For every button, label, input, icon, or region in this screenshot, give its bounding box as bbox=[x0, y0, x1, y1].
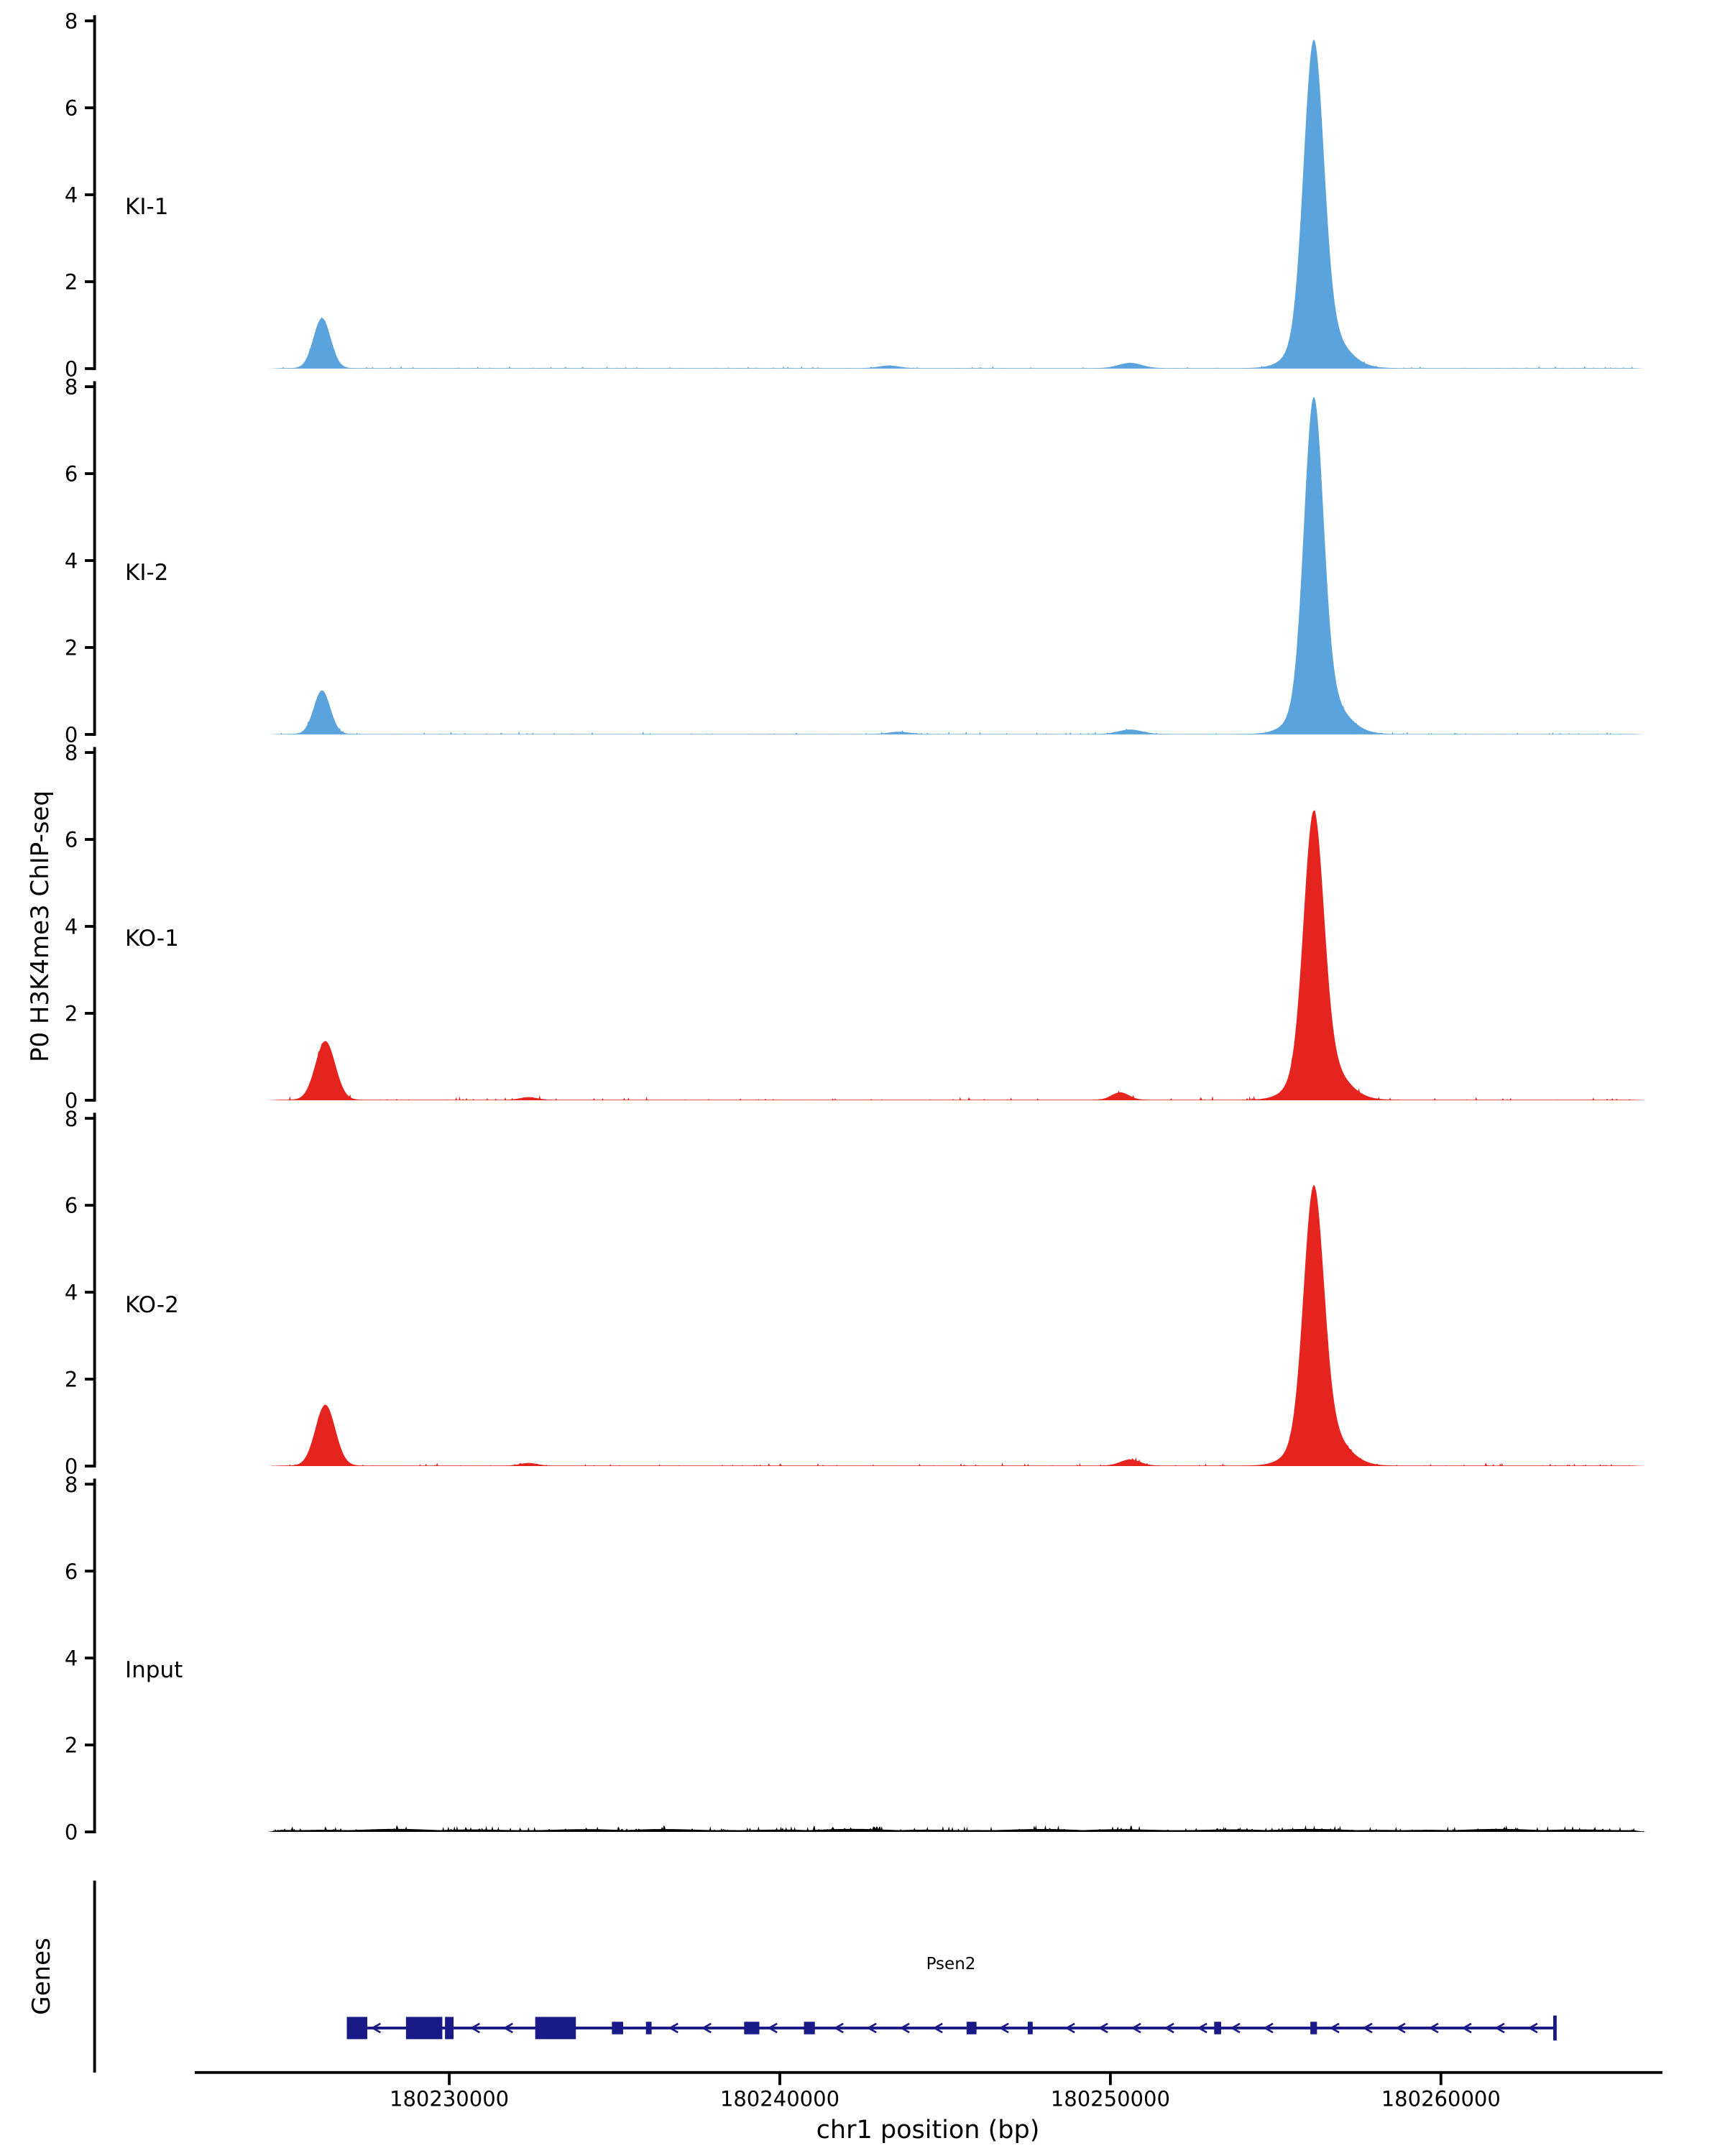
gene-strand-arrow bbox=[1395, 2022, 1406, 2034]
y-tick-label: 8 bbox=[65, 741, 78, 765]
track-label-ko1: KO-1 bbox=[125, 926, 179, 952]
y-tick-label: 8 bbox=[65, 375, 78, 400]
x-tick-label: 180230000 bbox=[390, 2086, 509, 2111]
gene-strand-arrow bbox=[1164, 2022, 1174, 2034]
gene-exon bbox=[346, 2017, 368, 2040]
gene-strand-arrow bbox=[1230, 2022, 1241, 2034]
signal-KO-1 bbox=[267, 810, 1646, 1100]
gene-strand-arrow bbox=[998, 2022, 1009, 2034]
y-tick-label: 2 bbox=[65, 1002, 78, 1026]
gene-strand-arrow bbox=[701, 2022, 712, 2034]
y-tick-label: 2 bbox=[65, 636, 78, 660]
y-tick-label: 6 bbox=[65, 96, 78, 121]
track-label-ki2: KI-2 bbox=[125, 560, 169, 586]
y-tick-label: 8 bbox=[65, 1473, 78, 1497]
x-axis: 180230000 180240000 180250000 180260000 bbox=[194, 2070, 1662, 2111]
y-tick-label: 0 bbox=[65, 723, 78, 747]
signal-KI-1 bbox=[267, 40, 1646, 369]
x-tick-label: 180250000 bbox=[1051, 2086, 1170, 2111]
gene-exon bbox=[535, 2017, 576, 2040]
track-KI-2: 0 2 4 6 8 bbox=[65, 375, 1646, 747]
gene-name-label: Psen2 bbox=[926, 1955, 976, 1973]
gene-strand-arrow bbox=[1329, 2022, 1340, 2034]
gene-strand-arrow bbox=[1197, 2022, 1208, 2034]
gene-strand-arrow bbox=[1362, 2022, 1373, 2034]
x-tick-label: 180240000 bbox=[720, 2086, 840, 2111]
y-tick-label: 0 bbox=[65, 1089, 78, 1113]
y-tick-label: 4 bbox=[65, 1646, 78, 1671]
gene-strand-arrow bbox=[1527, 2022, 1538, 2034]
y-tick-label: 0 bbox=[65, 1820, 78, 1845]
gene-exon bbox=[612, 2022, 623, 2035]
gene-strand-arrow bbox=[1494, 2022, 1505, 2034]
signal-KO-2 bbox=[267, 1185, 1646, 1466]
gene-exon bbox=[1214, 2022, 1221, 2035]
gene-exon bbox=[445, 2017, 454, 2040]
signal-Input bbox=[267, 1825, 1646, 1833]
gene-exon bbox=[645, 2022, 652, 2035]
x-tick-label: 180260000 bbox=[1381, 2086, 1501, 2111]
gene-exon bbox=[804, 2022, 815, 2035]
y-tick-label: 6 bbox=[65, 462, 78, 487]
gene-strand-arrow bbox=[1098, 2022, 1108, 2034]
y-axis-title: P0 H3K4me3 ChIP-seq bbox=[26, 790, 55, 1063]
y-tick-label: 6 bbox=[65, 1194, 78, 1218]
gene-exon bbox=[744, 2022, 760, 2035]
genes-panel bbox=[93, 1880, 1557, 2073]
track-KO-1: 0 2 4 6 8 bbox=[65, 741, 1646, 1113]
y-tick-label: 2 bbox=[65, 270, 78, 295]
gene-strand-arrow bbox=[502, 2022, 513, 2034]
track-label-ki1: KI-1 bbox=[125, 194, 169, 220]
y-tick-label: 4 bbox=[65, 183, 78, 208]
gene-exon bbox=[966, 2022, 977, 2035]
y-tick-label: 2 bbox=[65, 1368, 78, 1392]
track-KO-2: 0 2 4 6 8 bbox=[65, 1107, 1646, 1479]
genes-panel-title: Genes bbox=[27, 1938, 56, 2015]
y-tick-label: 4 bbox=[65, 915, 78, 939]
gene-strand-arrow bbox=[866, 2022, 877, 2034]
y-tick-label: 4 bbox=[65, 549, 78, 573]
x-axis-title: chr1 position (bp) bbox=[816, 2116, 1040, 2145]
gene-exon bbox=[405, 2017, 443, 2040]
gene-strand-arrow bbox=[469, 2022, 480, 2034]
y-tick-label: 8 bbox=[65, 9, 78, 34]
y-tick-label: 6 bbox=[65, 1560, 78, 1584]
gene-strand-arrow bbox=[833, 2022, 844, 2034]
y-tick-label: 2 bbox=[65, 1733, 78, 1758]
gene-strand-arrow bbox=[899, 2022, 910, 2034]
signal-KI-2 bbox=[267, 397, 1646, 734]
gene-exon bbox=[1027, 2022, 1033, 2035]
track-KI-1: 0 2 4 6 8 bbox=[65, 9, 1646, 382]
gene-strand-arrow bbox=[1461, 2022, 1472, 2034]
gene-strand-arrow bbox=[370, 2022, 382, 2034]
gene-exon bbox=[1310, 2022, 1317, 2035]
track-label-ko2: KO-2 bbox=[125, 1292, 179, 1318]
y-tick-label: 8 bbox=[65, 1107, 78, 1131]
gene-strand-arrow bbox=[1064, 2022, 1075, 2034]
gene-strand-arrow bbox=[668, 2022, 678, 2034]
y-tick-label: 4 bbox=[65, 1281, 78, 1305]
y-tick-label: 0 bbox=[65, 357, 78, 382]
y-tick-label: 0 bbox=[65, 1455, 78, 1479]
gene-strand-arrow bbox=[1263, 2022, 1274, 2034]
gene-strand-arrow bbox=[1428, 2022, 1439, 2034]
gene-strand-arrow bbox=[767, 2022, 778, 2034]
gene-strand-arrow bbox=[932, 2022, 943, 2034]
y-tick-label: 6 bbox=[65, 828, 78, 852]
track-label-input: Input bbox=[125, 1657, 183, 1683]
gene-strand-arrow bbox=[1131, 2022, 1141, 2034]
track-Input: 0 2 4 6 8 bbox=[65, 1473, 1646, 1845]
